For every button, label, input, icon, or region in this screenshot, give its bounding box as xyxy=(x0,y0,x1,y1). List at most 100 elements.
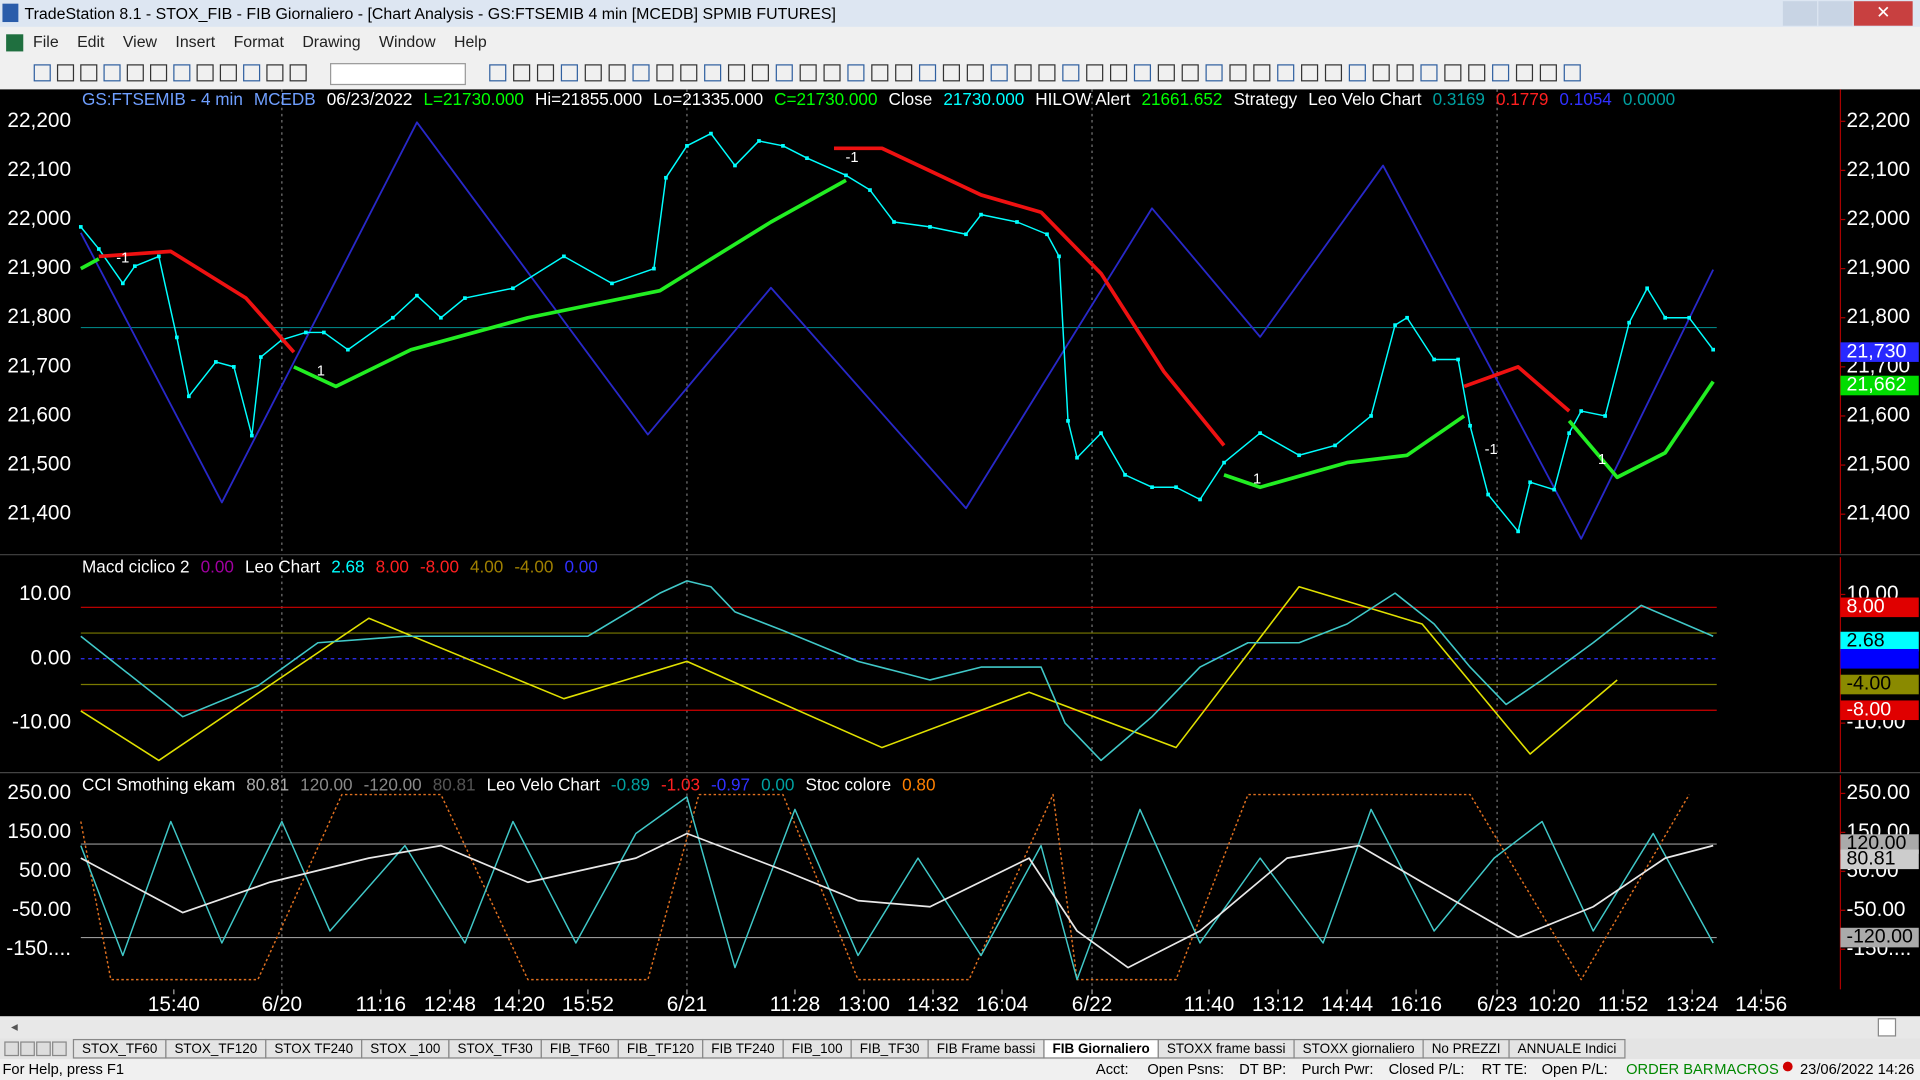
toolbar-button[interactable] xyxy=(1396,64,1414,82)
toolbar-button[interactable] xyxy=(1444,64,1462,82)
menu-item[interactable]: Drawing xyxy=(302,34,360,51)
title-bar xyxy=(0,0,1920,27)
toolbar-button[interactable] xyxy=(1133,64,1152,82)
price-point xyxy=(757,139,761,143)
toolbar-button[interactable] xyxy=(243,64,261,82)
legend-text: -0.97 xyxy=(711,775,750,795)
toolbar-button[interactable] xyxy=(150,64,168,82)
toolbar-button[interactable] xyxy=(1372,64,1390,82)
menu-item[interactable]: File xyxy=(33,34,59,51)
toolbar-button[interactable] xyxy=(871,64,889,82)
y-tick-label: -10.00 xyxy=(12,711,71,734)
toolbar-button[interactable] xyxy=(489,64,507,82)
toolbar-button[interactable] xyxy=(656,64,674,82)
series-line xyxy=(80,580,1714,762)
toolbar-button[interactable] xyxy=(584,64,602,82)
toolbar-button[interactable] xyxy=(727,64,746,82)
toolbar-button[interactable] xyxy=(219,64,237,82)
toolbar-button[interactable] xyxy=(1324,64,1343,82)
toolbar-button[interactable] xyxy=(775,64,793,82)
price-point xyxy=(562,254,566,259)
toolbar-button[interactable] xyxy=(1014,64,1032,82)
toolbar-button[interactable] xyxy=(1539,64,1557,82)
toolbar-button[interactable] xyxy=(56,64,75,82)
toolbar-button[interactable] xyxy=(1301,64,1319,82)
signal-label: -1 xyxy=(845,150,858,166)
toolbar-button[interactable] xyxy=(1086,64,1104,82)
toolbar-button[interactable] xyxy=(1348,64,1366,82)
toolbar-button[interactable] xyxy=(1563,64,1581,82)
toolbar-button[interactable] xyxy=(80,64,98,82)
toolbar-button[interactable] xyxy=(799,64,817,82)
value-marker xyxy=(1840,674,1919,695)
series-line xyxy=(98,146,1571,447)
symbol-combo[interactable] xyxy=(330,63,466,86)
toolbar-button[interactable] xyxy=(1277,64,1295,82)
x-tick-label: 11:40 xyxy=(1184,993,1235,1016)
menu-item[interactable]: Format xyxy=(234,34,285,51)
toolbar-button[interactable] xyxy=(895,64,913,82)
toolbar-button[interactable] xyxy=(289,64,307,82)
price-point xyxy=(1456,357,1460,362)
toolbar-button[interactable] xyxy=(33,64,51,82)
toolbar-button[interactable] xyxy=(680,64,698,82)
scrollbar[interactable] xyxy=(0,1016,1920,1039)
legend-text: 0.0000 xyxy=(1623,89,1675,109)
sheet-tab-label: FIB Frame bassi xyxy=(937,1041,1036,1056)
toolbar-button[interactable] xyxy=(918,64,937,82)
legend-text: -120.00 xyxy=(364,775,422,795)
toolbar-button[interactable] xyxy=(847,64,865,82)
y-tick-label: 10.00 xyxy=(19,582,71,605)
menu-item[interactable]: Insert xyxy=(175,34,215,51)
toolbar-button[interactable] xyxy=(1062,64,1080,82)
toolbar-button[interactable] xyxy=(1468,64,1486,82)
toolbar-button[interactable] xyxy=(103,64,121,82)
toolbar-button[interactable] xyxy=(1515,64,1534,82)
chart-area xyxy=(0,89,1920,1017)
toolbar-button[interactable] xyxy=(173,64,191,82)
price-point xyxy=(415,293,419,298)
legend-text: 06/23/2022 xyxy=(327,89,413,109)
menu-item[interactable]: Window xyxy=(379,34,436,51)
price-point xyxy=(964,232,968,237)
toolbar-button[interactable] xyxy=(823,64,841,82)
x-tick-label: 10:20 xyxy=(1528,993,1580,1016)
toolbar-button[interactable] xyxy=(608,64,626,82)
minimize-button[interactable] xyxy=(1782,1,1818,26)
sheet-tab-label: STOX_TF30 xyxy=(457,1041,532,1056)
price-point xyxy=(1075,455,1079,460)
toolbar-button[interactable] xyxy=(1038,64,1056,82)
toolbar-button[interactable] xyxy=(126,64,144,82)
x-tick-label: 15:40 xyxy=(148,993,200,1016)
toolbar-button[interactable] xyxy=(751,64,769,82)
legend-text: Leo Velo Chart xyxy=(487,775,601,795)
toolbar-button[interactable] xyxy=(1205,64,1223,82)
close-button[interactable] xyxy=(1853,1,1913,26)
toolbar-button[interactable] xyxy=(942,64,960,82)
toolbar-button[interactable] xyxy=(196,64,214,82)
menu-item[interactable]: View xyxy=(123,34,158,51)
toolbar-button[interactable] xyxy=(1229,64,1247,82)
toolbar-button[interactable] xyxy=(1110,64,1128,82)
toolbar-button[interactable] xyxy=(1492,64,1510,82)
toolbar-button[interactable] xyxy=(266,64,284,82)
maximize-button[interactable] xyxy=(1818,1,1853,26)
toolbar-button[interactable] xyxy=(704,64,722,82)
toolbar-button[interactable] xyxy=(966,64,984,82)
toolbar-button[interactable] xyxy=(1181,64,1199,82)
toolbar-button[interactable] xyxy=(536,64,555,82)
toolbar-button[interactable] xyxy=(632,64,650,82)
menu-item[interactable]: Help xyxy=(454,34,487,51)
toolbar-button[interactable] xyxy=(513,64,531,82)
toolbar-button[interactable] xyxy=(560,64,578,82)
toolbar-button[interactable] xyxy=(990,64,1008,82)
sheet-tab-label: STOX_TF120 xyxy=(174,1041,257,1056)
sheet-tab[interactable] xyxy=(1508,1038,1626,1059)
legend-text: 80.81 xyxy=(246,775,289,795)
signal-label: 1 xyxy=(317,364,325,380)
toolbar-button[interactable] xyxy=(1420,64,1438,82)
toolbar-button[interactable] xyxy=(1157,64,1175,82)
toolbar-button[interactable] xyxy=(1253,64,1271,82)
scroll-thumb[interactable] xyxy=(1877,1018,1897,1037)
menu-item[interactable]: Edit xyxy=(77,34,105,51)
